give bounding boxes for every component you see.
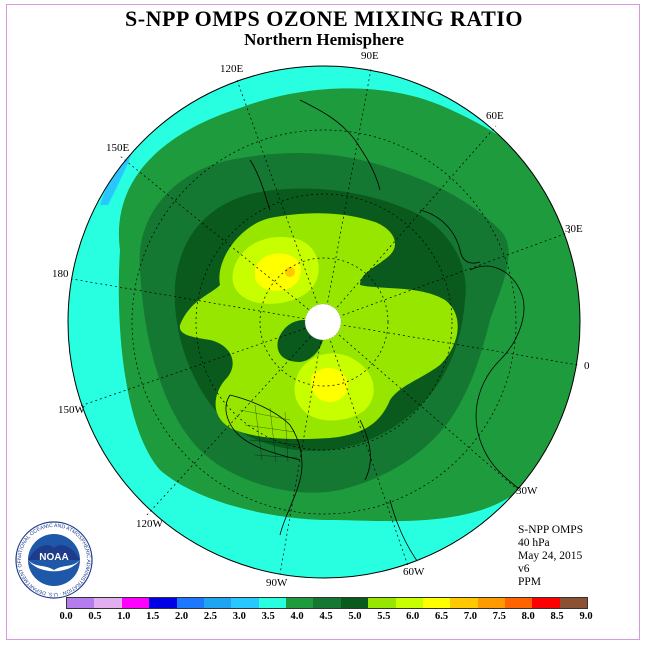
colorbar-tick-label: 4.0 (290, 611, 304, 622)
lon-label-30e: 30E (565, 223, 583, 235)
colorbar-tick-label: 8.5 (550, 611, 564, 622)
colorbar-tick-label: 4.5 (319, 611, 333, 622)
colorbar-swatch (94, 598, 122, 608)
colorbar-swatch (258, 598, 286, 608)
colorbar-tick-label: 1.5 (146, 611, 160, 622)
lon-label-60w: 60W (403, 566, 425, 578)
colorbar-swatch (368, 598, 396, 608)
colorbar-tick-label: 6.0 (406, 611, 420, 622)
lon-label-150e: 150E (106, 142, 130, 154)
colorbar-swatch (422, 598, 451, 608)
colorbar-tick-label: 7.5 (492, 611, 506, 622)
noaa-logo: NATIONAL OCEANIC AND ATMOSPHERIC ADMINIS… (14, 520, 93, 599)
map-frame (6, 4, 640, 640)
colorbar-swatch (149, 598, 177, 608)
colorbar-tick-label: 5.5 (377, 611, 391, 622)
map-boundary (67, 65, 581, 579)
info-instrument: S-NPP OMPS (518, 524, 584, 536)
info-version: v6 (518, 563, 530, 575)
colorbar-tick-label: 7.0 (463, 611, 477, 622)
info-pressure: 40 hPa (518, 537, 550, 549)
colorbar-swatch (477, 598, 505, 608)
colorbar-tick-label: 5.0 (348, 611, 362, 622)
info-units: PPM (518, 576, 542, 588)
logo-text: NOAA (39, 552, 68, 563)
colorbar-tick-label: 9.0 (579, 611, 593, 622)
lon-label-120e: 120E (220, 63, 244, 75)
ozone-band-6.5-north (255, 253, 302, 291)
lon-label-120w: 120W (136, 518, 163, 530)
lon-label-0: 0 (584, 360, 590, 372)
lon-label-180: 180 (52, 268, 69, 280)
colorbar-tick-label: 3.5 (261, 611, 275, 622)
lon-label-90w: 90W (266, 577, 288, 589)
graticule (71, 68, 579, 575)
colorbar (66, 597, 588, 609)
colorbar-tick-label: 3.0 (232, 611, 246, 622)
colorbar-swatch (340, 598, 369, 608)
colorbar-swatch (176, 598, 204, 608)
ozone-max-7.0 (285, 267, 295, 277)
colorbar-swatch (505, 598, 533, 608)
colorbar-swatch (286, 598, 314, 608)
map-title: S-NPP OMPS OZONE MIXING RATIO (125, 6, 523, 31)
colorbar-swatch (231, 598, 259, 608)
colorbar-swatch (203, 598, 232, 608)
colorbar-tick-label: 8.0 (521, 611, 535, 622)
colorbar-swatch (532, 598, 560, 608)
lon-label-30w: 30W (516, 485, 538, 497)
colorbar-tick-label: 1.0 (117, 611, 131, 622)
colorbar-swatch (121, 598, 150, 608)
colorbar-tick-label: 2.5 (203, 611, 217, 622)
info-date: May 24, 2015 (518, 550, 583, 562)
map-subtitle: Northern Hemisphere (244, 30, 404, 49)
colorbar-tick-label: 0.0 (59, 611, 73, 622)
lon-label-150w: 150W (58, 404, 85, 416)
colorbar-swatch (450, 598, 478, 608)
ozone-band-6.5-south (311, 367, 348, 403)
colorbar-tick-label: 0.5 (88, 611, 102, 622)
colorbar-swatch (67, 598, 95, 608)
product-info: S-NPP OMPS 40 hPa May 24, 2015 v6 PPM (518, 524, 583, 589)
polar-gap (305, 304, 341, 340)
colorbar-swatch (559, 598, 588, 608)
lon-label-60e: 60E (486, 110, 504, 122)
colorbar-tick-label: 6.5 (434, 611, 449, 622)
colorbar-swatch (313, 598, 341, 608)
colorbar-tick-label: 2.0 (174, 611, 189, 622)
colorbar-swatch (395, 598, 423, 608)
colorbar-ticks: 0.0 0.5 1.0 1.5 2.0 2.5 3.0 3.5 4.0 4.5 5.0 5.5 6.0 6… (56, 611, 596, 625)
us-state-lines (239, 404, 301, 463)
lon-label-90e: 90E (361, 50, 379, 62)
